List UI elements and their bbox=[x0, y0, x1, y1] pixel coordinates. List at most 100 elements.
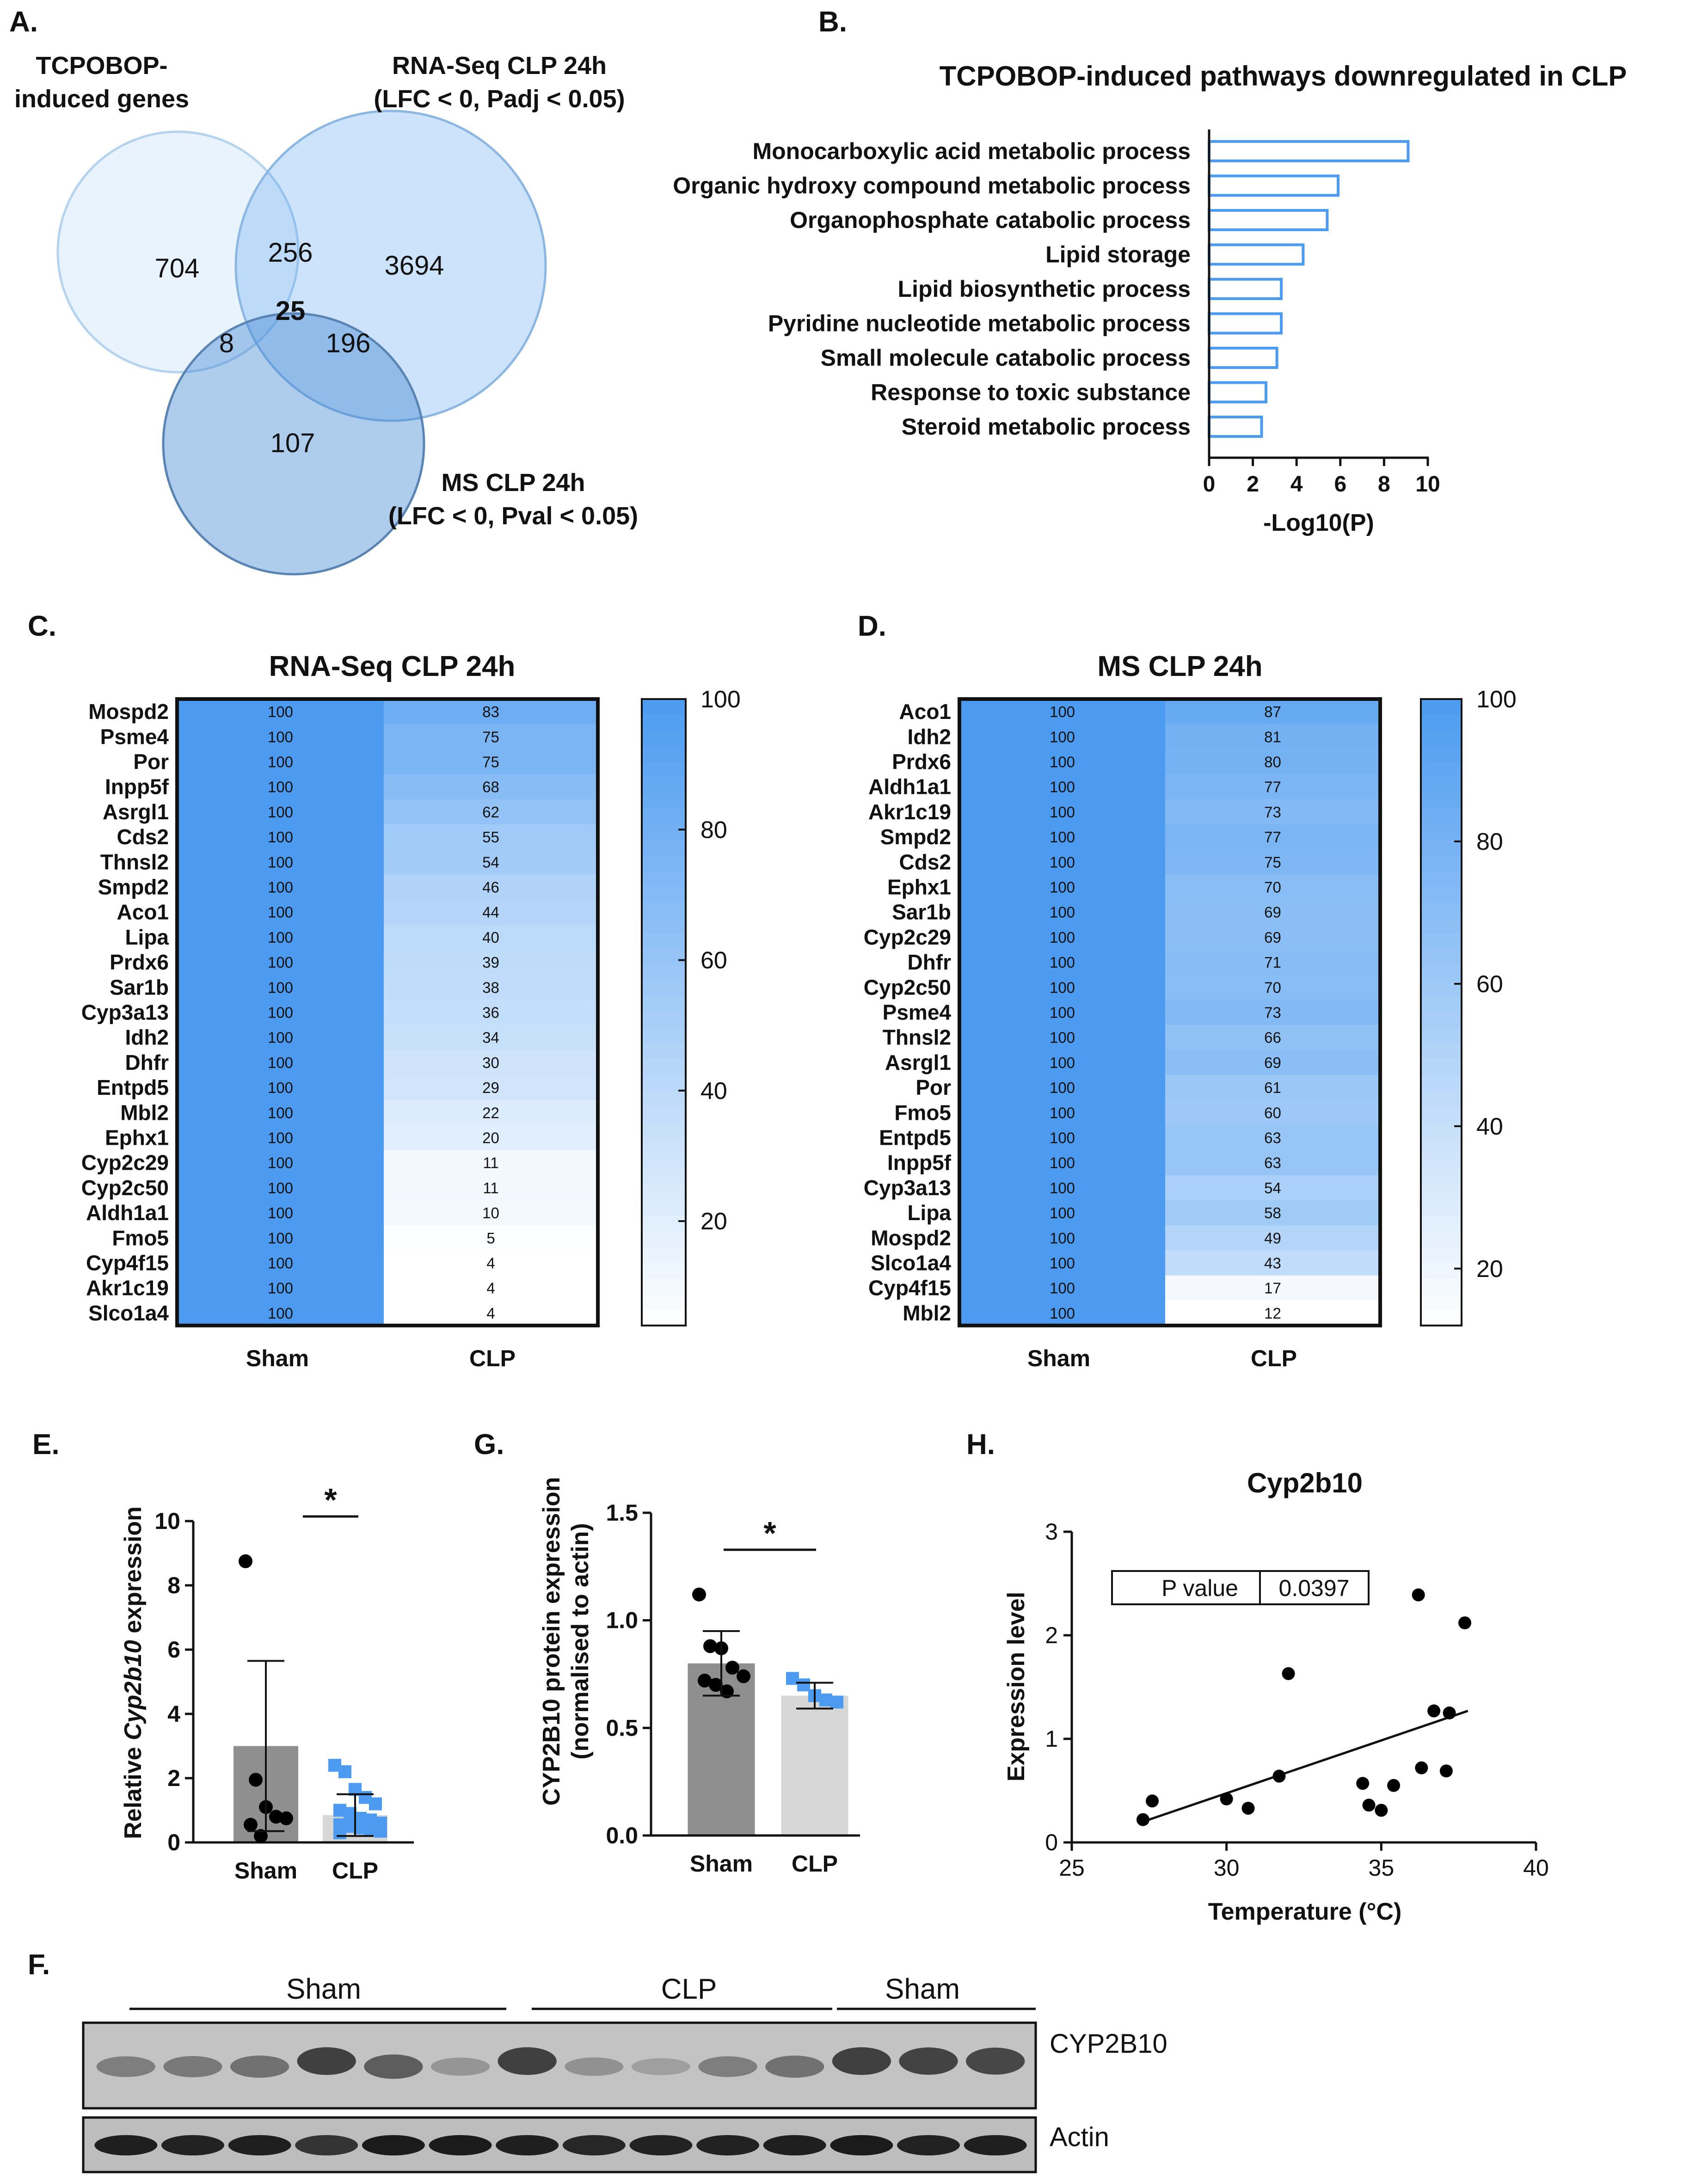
y-tick-label: 0 bbox=[1045, 1829, 1058, 1855]
heatmap-cell-clp bbox=[1165, 1225, 1380, 1251]
venn-label-ms-1: MS CLP 24h bbox=[441, 469, 585, 497]
heatmap-cell-clp bbox=[384, 749, 598, 775]
cyp2b10-band bbox=[230, 2056, 289, 2078]
row-label: Por bbox=[915, 1075, 951, 1099]
heatmap-value-sham: 100 bbox=[268, 879, 293, 896]
heatmap-value-clp: 38 bbox=[482, 979, 499, 996]
data-point bbox=[1356, 1777, 1370, 1790]
row-label: Sar1b bbox=[110, 975, 169, 999]
heatmap-cell-clp bbox=[384, 950, 598, 975]
heatmap-value-clp: 63 bbox=[1264, 1129, 1281, 1147]
bar bbox=[1208, 140, 1410, 162]
heatmap-value-clp: 75 bbox=[1264, 853, 1281, 871]
y-tick-label: 1 bbox=[1045, 1726, 1058, 1752]
bar bbox=[1208, 243, 1305, 266]
category-labels: Monocarboxylic acid metabolic process Org… bbox=[673, 138, 1191, 440]
heatmap-cell-clp bbox=[1165, 899, 1380, 925]
bar bbox=[1208, 312, 1283, 335]
heatmap-value-sham: 100 bbox=[1050, 829, 1075, 846]
row-label: Mbl2 bbox=[120, 1100, 169, 1124]
cyp2b10-band bbox=[498, 2047, 557, 2075]
colorbar-border bbox=[641, 698, 687, 1326]
row-label: Cyp2c29 bbox=[864, 925, 951, 949]
heatmap-value-sham: 100 bbox=[1050, 979, 1075, 996]
actin-band bbox=[161, 2135, 224, 2155]
heatmap-value-sham: 100 bbox=[268, 1054, 293, 1071]
heatmap-cell-sham bbox=[959, 1025, 1165, 1050]
row-label: Cyp3a13 bbox=[81, 1000, 169, 1025]
column-label-clp: CLP bbox=[1251, 1345, 1297, 1371]
row-label: Lipa bbox=[125, 925, 169, 949]
colorbar-segment bbox=[642, 1294, 686, 1310]
data-point bbox=[249, 1773, 263, 1787]
heatmap-value-clp: 4 bbox=[486, 1305, 495, 1322]
heatmap-value-clp: 75 bbox=[482, 754, 499, 771]
heatmap-cell-sham bbox=[177, 899, 384, 925]
colorbar-segment bbox=[1421, 699, 1462, 715]
cyp2b10-band bbox=[96, 2056, 155, 2077]
row-label: Inpp5f bbox=[887, 1151, 952, 1175]
row-label: Ephx1 bbox=[105, 1126, 169, 1150]
y-label-suffix: expression bbox=[120, 1506, 147, 1640]
heatmap-value-clp: 69 bbox=[1264, 1054, 1281, 1071]
heatmap-value-sham: 100 bbox=[268, 1204, 293, 1221]
cyp2b10-band bbox=[698, 2056, 757, 2077]
row-label: Lipa bbox=[907, 1201, 951, 1225]
category-label: Organophosphate catabolic process bbox=[790, 207, 1191, 233]
row-label: Cyp3a13 bbox=[864, 1176, 951, 1200]
category-label: Monocarboxylic acid metabolic process bbox=[752, 138, 1191, 164]
colorbar-segment bbox=[642, 793, 686, 809]
heatmap-value-sham: 100 bbox=[1050, 1079, 1075, 1096]
row-label: Cyp2c50 bbox=[81, 1176, 169, 1200]
colorbar-tick-label: 80 bbox=[1476, 829, 1503, 855]
data-point bbox=[269, 1810, 283, 1824]
colorbar-segment bbox=[642, 824, 686, 841]
heatmap-value-sham: 100 bbox=[268, 804, 293, 821]
colorbar-segment bbox=[1421, 1137, 1462, 1154]
data-point bbox=[1387, 1779, 1401, 1792]
colorbar-tick-label: 20 bbox=[700, 1208, 727, 1235]
data-point bbox=[239, 1554, 252, 1568]
panel-letter-c: C. bbox=[28, 610, 56, 642]
p-value-label: P value bbox=[1161, 1575, 1238, 1601]
cyp2b10-band bbox=[631, 2058, 691, 2075]
heatmap-value-sham: 100 bbox=[1050, 754, 1075, 771]
heatmap-border bbox=[175, 697, 600, 1327]
colorbar-segment bbox=[1421, 809, 1462, 825]
heatmap-cell-sham bbox=[959, 1175, 1165, 1201]
column-label-clp: CLP bbox=[469, 1345, 516, 1371]
colorbar-segment bbox=[1421, 1263, 1462, 1279]
colorbar-segment bbox=[642, 981, 686, 997]
heatmap-value-clp: 80 bbox=[1264, 754, 1281, 771]
row-label: Cyp4f15 bbox=[868, 1276, 951, 1300]
heatmap-value-sham: 100 bbox=[1050, 954, 1075, 971]
colorbar-tick-label: 60 bbox=[700, 947, 727, 974]
heatmap-value-sham: 100 bbox=[268, 779, 293, 796]
row-label: Fmo5 bbox=[894, 1100, 951, 1124]
heatmap-cell-sham bbox=[959, 899, 1165, 925]
temperature-scatter: Cyp2b10 25 30 35 40 0 1 2 3 P value 0.0397 Temp… bbox=[1003, 1467, 1549, 1925]
colorbar-segment bbox=[1421, 855, 1462, 872]
heatmap-value-sham: 100 bbox=[1050, 1129, 1075, 1147]
heatmap-value-sham: 100 bbox=[268, 829, 293, 846]
heatmap-value-clp: 29 bbox=[482, 1079, 499, 1096]
row-label: Aco1 bbox=[899, 700, 951, 724]
category-label: Small molecule catabolic process bbox=[821, 345, 1191, 371]
plot-area: 0 2 4 6 8 10 Sham CLP * bbox=[154, 1482, 414, 1884]
heatmap-cell-clp bbox=[1165, 1150, 1380, 1176]
row-label: Aldh1a1 bbox=[86, 1201, 169, 1225]
heatmap-value-sham: 100 bbox=[268, 728, 293, 745]
heatmap-value-clp: 30 bbox=[482, 1054, 499, 1071]
heatmap-cell-clp bbox=[1165, 1125, 1380, 1151]
x-tick-label: CLP bbox=[332, 1858, 378, 1884]
heatmap-cell-clp bbox=[384, 1225, 598, 1251]
heatmap-value-sham: 100 bbox=[268, 904, 293, 921]
data-point bbox=[1241, 1802, 1255, 1815]
bar bbox=[1208, 278, 1283, 300]
row-label: Mbl2 bbox=[903, 1301, 951, 1325]
row-label: Cds2 bbox=[117, 825, 169, 849]
heatmap-cell-clp bbox=[1165, 1000, 1380, 1025]
heatmap-cell-sham bbox=[959, 1225, 1165, 1251]
